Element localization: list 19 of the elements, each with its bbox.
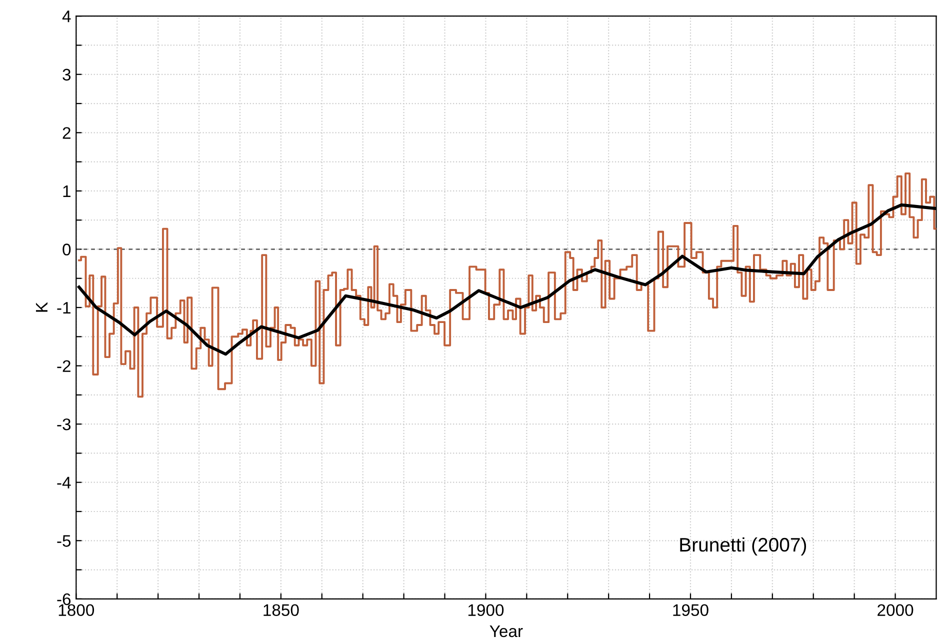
y-tick-label: -6 [57, 593, 71, 606]
y-tick-label: 3 [62, 68, 71, 81]
x-axis-title: Year [490, 625, 523, 638]
x-tick-label: 1950 [673, 604, 708, 616]
y-axis-title: K [36, 302, 48, 312]
x-tick-label: 1850 [264, 604, 299, 616]
x-tick-label: 1800 [58, 604, 94, 616]
y-tick-label: -5 [57, 535, 71, 547]
x-tick-label: 2000 [878, 604, 914, 616]
y-tick-label: -2 [57, 360, 70, 372]
y-tick-label: 0 [62, 244, 71, 256]
y-tick-label: -1 [57, 302, 70, 314]
y-tick-label: 2 [62, 127, 70, 139]
y-tick-label: -3 [57, 418, 71, 430]
annotation: Brunetti (2007) [680, 537, 806, 556]
y-tick-label: 4 [62, 10, 71, 22]
x-tick-label: 1900 [468, 604, 504, 616]
y-tick-label: -4 [57, 476, 71, 488]
y-tick-label: 1 [63, 186, 70, 197]
